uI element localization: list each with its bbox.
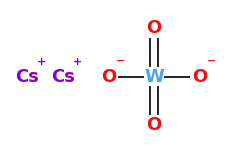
Text: +: + — [73, 57, 82, 67]
Text: Cs: Cs — [51, 67, 75, 86]
Text: W: W — [144, 67, 164, 86]
Text: O: O — [147, 116, 162, 134]
Text: −: − — [116, 56, 125, 66]
Text: O: O — [192, 67, 207, 86]
Text: −: − — [207, 56, 216, 66]
Text: Cs: Cs — [16, 67, 39, 86]
Text: O: O — [147, 19, 162, 37]
Text: O: O — [101, 67, 116, 86]
Text: +: + — [37, 57, 46, 67]
